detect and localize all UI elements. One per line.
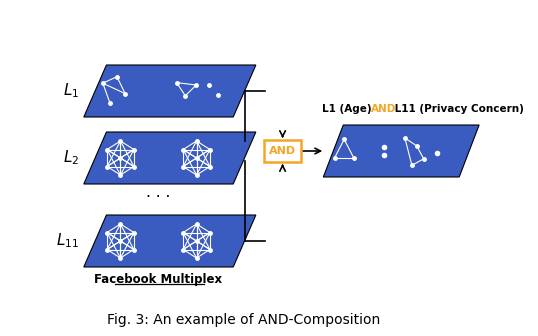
Text: L11 (Privacy Concern): L11 (Privacy Concern) — [391, 104, 524, 114]
Text: AND: AND — [269, 146, 296, 156]
Text: $L_{11}$: $L_{11}$ — [56, 232, 80, 250]
Text: L1 (Age): L1 (Age) — [322, 104, 375, 114]
Polygon shape — [323, 125, 479, 177]
Text: AND: AND — [371, 104, 397, 114]
Text: · · ·: · · · — [146, 191, 171, 206]
Text: $L_1$: $L_1$ — [62, 82, 79, 100]
Text: Facebook Multiplex: Facebook Multiplex — [95, 272, 223, 286]
Text: $L_2$: $L_2$ — [62, 149, 79, 167]
FancyBboxPatch shape — [265, 140, 301, 162]
Polygon shape — [84, 215, 256, 267]
Text: Fig. 3: An example of AND-Composition: Fig. 3: An example of AND-Composition — [107, 313, 380, 327]
Polygon shape — [84, 132, 256, 184]
Polygon shape — [84, 65, 256, 117]
